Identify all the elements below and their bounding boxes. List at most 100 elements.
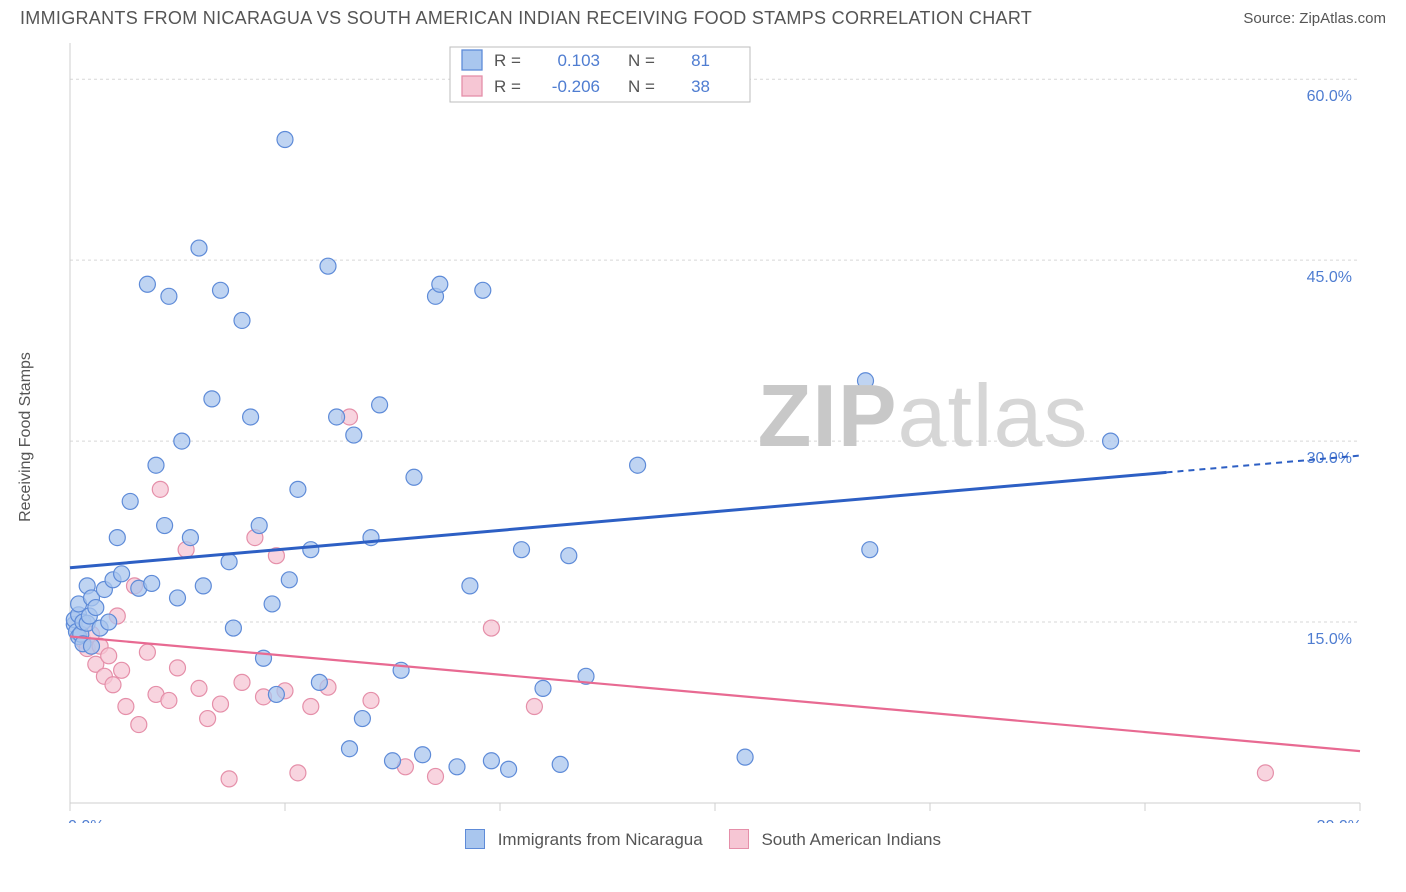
- data-point: [139, 644, 155, 660]
- data-point: [462, 578, 478, 594]
- data-point: [195, 578, 211, 594]
- svg-text:0.103: 0.103: [557, 51, 600, 70]
- svg-text:30.0%: 30.0%: [1307, 450, 1352, 467]
- data-point: [101, 648, 117, 664]
- chart-container: Receiving Food Stamps ZIPatlas 15.0%30.0…: [20, 33, 1386, 823]
- data-point: [264, 596, 280, 612]
- svg-text:30.0%: 30.0%: [1317, 818, 1362, 823]
- legend-item-blue: Immigrants from Nicaragua: [465, 829, 703, 850]
- data-point: [118, 698, 134, 714]
- data-point: [535, 680, 551, 696]
- data-point: [139, 276, 155, 292]
- source-link[interactable]: ZipAtlas.com: [1299, 10, 1386, 27]
- data-point: [552, 756, 568, 772]
- data-point: [342, 741, 358, 757]
- data-point: [161, 288, 177, 304]
- data-point: [415, 747, 431, 763]
- data-point: [432, 276, 448, 292]
- data-point: [303, 698, 319, 714]
- data-point: [191, 680, 207, 696]
- svg-text:N =: N =: [628, 51, 655, 70]
- data-point: [234, 312, 250, 328]
- data-point: [1103, 433, 1119, 449]
- data-point: [514, 542, 530, 558]
- data-point: [428, 768, 444, 784]
- data-point: [204, 391, 220, 407]
- data-point: [737, 749, 753, 765]
- data-point: [363, 692, 379, 708]
- data-point: [311, 674, 327, 690]
- data-point: [157, 518, 173, 534]
- data-point: [105, 677, 121, 693]
- data-point: [475, 282, 491, 298]
- data-point: [858, 373, 874, 389]
- data-point: [483, 620, 499, 636]
- svg-text:N =: N =: [628, 77, 655, 96]
- data-point: [406, 469, 422, 485]
- svg-text:0.0%: 0.0%: [68, 818, 104, 823]
- data-point: [131, 717, 147, 733]
- svg-text:R =: R =: [494, 51, 521, 70]
- data-point: [84, 638, 100, 654]
- chart-title: IMMIGRANTS FROM NICARAGUA VS SOUTH AMERI…: [20, 8, 1032, 29]
- data-point: [109, 530, 125, 546]
- data-point: [862, 542, 878, 558]
- data-point: [221, 554, 237, 570]
- data-point: [630, 457, 646, 473]
- data-point: [114, 566, 130, 582]
- data-point: [449, 759, 465, 775]
- data-point: [101, 614, 117, 630]
- source-attribution: Source: ZipAtlas.com: [1243, 10, 1386, 27]
- data-point: [354, 711, 370, 727]
- svg-text:38: 38: [691, 77, 710, 96]
- data-point: [221, 771, 237, 787]
- legend-swatch-blue: [465, 829, 485, 849]
- data-point: [174, 433, 190, 449]
- data-point: [152, 481, 168, 497]
- data-point: [170, 660, 186, 676]
- svg-text:60.0%: 60.0%: [1307, 88, 1352, 105]
- y-axis-label: Receiving Food Stamps: [17, 352, 35, 522]
- data-point: [213, 282, 229, 298]
- data-point: [225, 620, 241, 636]
- data-point: [277, 132, 293, 148]
- data-point: [290, 765, 306, 781]
- svg-text:R =: R =: [494, 77, 521, 96]
- data-point: [483, 753, 499, 769]
- data-point: [372, 397, 388, 413]
- data-point: [144, 575, 160, 591]
- data-point: [213, 696, 229, 712]
- data-point: [303, 542, 319, 558]
- data-point: [234, 674, 250, 690]
- data-point: [148, 457, 164, 473]
- data-point: [182, 530, 198, 546]
- data-point: [161, 692, 177, 708]
- data-point: [346, 427, 362, 443]
- data-point: [268, 686, 284, 702]
- bottom-legend: Immigrants from Nicaragua South American…: [0, 829, 1406, 850]
- data-point: [385, 753, 401, 769]
- svg-text:-0.206: -0.206: [552, 77, 600, 96]
- data-point: [114, 662, 130, 678]
- scatter-chart: 15.0% 30.0% 45.0% 60.0% 0.0% 30.0% R = 0.103 N =…: [20, 33, 1386, 823]
- svg-text:15.0%: 15.0%: [1307, 631, 1352, 648]
- data-point: [170, 590, 186, 606]
- data-point: [243, 409, 259, 425]
- data-point: [200, 711, 216, 727]
- data-point: [320, 258, 336, 274]
- svg-text:81: 81: [691, 51, 710, 70]
- data-point: [88, 600, 104, 616]
- legend-item-pink: South American Indians: [729, 829, 941, 850]
- data-point: [281, 572, 297, 588]
- data-point: [290, 481, 306, 497]
- data-point: [191, 240, 207, 256]
- data-point: [1257, 765, 1273, 781]
- data-point: [251, 518, 267, 534]
- svg-text:45.0%: 45.0%: [1307, 269, 1352, 286]
- data-point: [561, 548, 577, 564]
- data-point: [501, 761, 517, 777]
- legend-swatch-pink: [729, 829, 749, 849]
- data-point: [122, 493, 138, 509]
- data-point: [526, 698, 542, 714]
- data-point: [329, 409, 345, 425]
